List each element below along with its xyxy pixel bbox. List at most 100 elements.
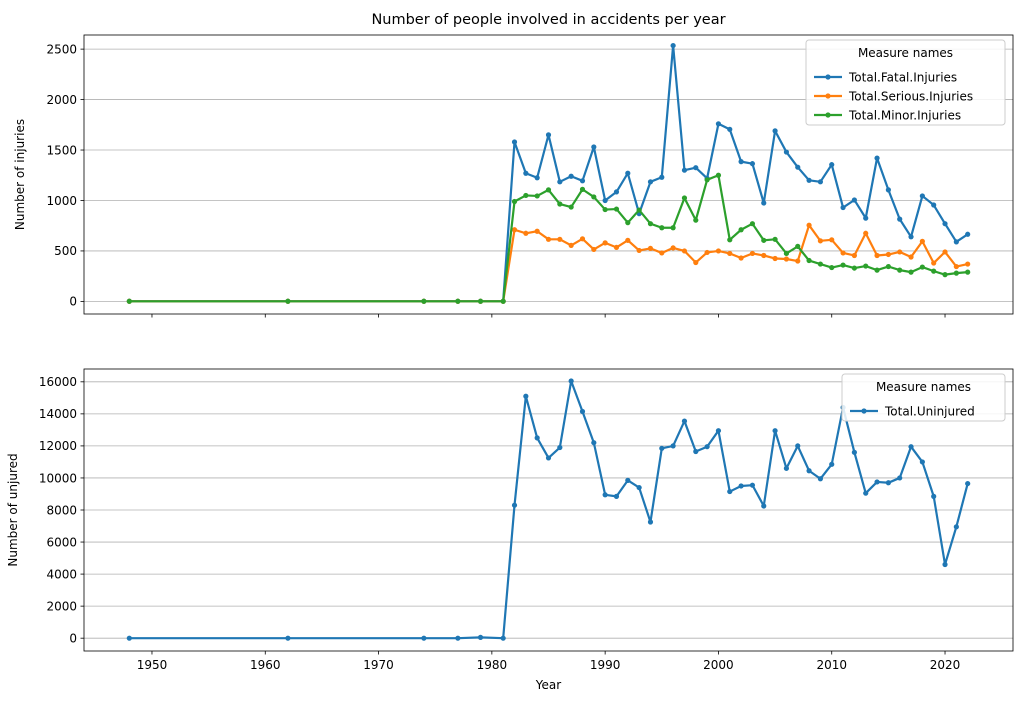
panel-1-point-total-minor-injuries	[659, 225, 665, 231]
panel-1-ytick-label: 1500	[46, 143, 77, 157]
panel-1-point-total-serious-injuries	[942, 249, 948, 255]
panel-1-point-total-minor-injuries	[863, 263, 869, 269]
panel-1-legend-box	[805, 39, 1006, 126]
panel-1-point-total-minor-injuries	[693, 217, 699, 223]
panel-2-point-total-uninjured	[568, 378, 574, 384]
panel-1-point-total-serious-injuries	[795, 258, 801, 264]
panel-1-point-total-serious-injuries	[602, 240, 608, 246]
panel-1-point-total-serious-injuries	[738, 255, 744, 261]
panel-1-point-total-serious-injuries	[727, 250, 733, 257]
panel-2-point-total-uninjured	[965, 480, 971, 487]
panel-1-point-total-serious-injuries	[625, 237, 631, 243]
panel-2-legend-box	[841, 373, 1006, 422]
panel-1-point-total-minor-injuries	[647, 221, 654, 227]
panel-1-point-total-minor-injuries	[715, 172, 722, 178]
panel-2-point-total-uninjured	[749, 482, 756, 488]
panel-1-point-total-serious-injuries	[806, 222, 812, 228]
panel-1-point-total-minor-injuries	[421, 298, 427, 304]
panel-1-point-total-fatal-injuries	[919, 193, 925, 199]
panel-2-point-total-uninjured	[715, 428, 722, 434]
panel-1-point-total-minor-injuries	[738, 227, 744, 233]
panel-1-point-total-fatal-injuries	[681, 167, 688, 173]
panel-1-point-total-minor-injuries	[749, 221, 756, 227]
panel-1-legend-entry-total-serious-injuries: Total.Serious.Injuries	[848, 89, 973, 103]
panel-2-legend: Measure names Total.Uninjured	[841, 373, 1006, 422]
panel-1-point-total-serious-injuries	[681, 248, 688, 254]
panel-1-point-total-serious-injuries	[851, 252, 857, 259]
panel-1-point-total-serious-injuries	[659, 250, 665, 256]
panel-1-point-total-fatal-injuries	[885, 187, 891, 193]
panel-1-point-total-fatal-injuries	[534, 175, 540, 181]
panel-1-point-total-minor-injuries	[829, 264, 835, 271]
panel-1-legend-marker-total-fatal-injuries	[825, 74, 831, 80]
panel-1-point-total-serious-injuries	[534, 228, 540, 234]
panel-2-point-total-uninjured	[863, 490, 869, 496]
panel-1-point-total-serious-injuries	[557, 236, 563, 242]
panel-2-point-total-uninjured	[874, 479, 880, 485]
panel-1-point-total-fatal-injuries	[953, 239, 959, 245]
panel-1-point-total-serious-injuries	[568, 242, 574, 248]
panel-1-ytick-label: 2000	[46, 93, 77, 107]
panel-1-point-total-fatal-injuries	[840, 204, 846, 211]
panel-1-point-total-fatal-injuries	[579, 178, 586, 184]
panel-1-point-total-minor-injuries	[817, 261, 824, 267]
panel-1-point-total-serious-injuries	[840, 250, 846, 256]
panel-2-legend-entry-total-uninjured: Total.Uninjured	[884, 404, 975, 418]
panel-2-point-total-uninjured	[897, 475, 903, 481]
panel-2-xtick-label: 2020	[930, 658, 961, 672]
panel-1-title: Number of people involved in accidents p…	[371, 12, 725, 28]
panel-1-legend: Measure names Total.Fatal.Injuries Total.S…	[805, 39, 1006, 126]
panel-1-point-total-minor-injuries	[931, 268, 937, 274]
panel-2-point-total-uninjured	[783, 465, 790, 471]
panel-1-point-total-minor-injuries	[919, 264, 925, 270]
panel-1-point-total-serious-injuries	[749, 250, 756, 257]
panel-2-xtick-label: 1970	[363, 658, 394, 672]
panel-1-point-total-serious-injuries	[863, 230, 869, 236]
panel-2-ytick-label: 4000	[46, 567, 77, 581]
panel-2-xlabel: Year	[535, 678, 561, 692]
panel-1-ytick-label: 0	[69, 295, 77, 309]
panel-1-point-total-minor-injuries	[965, 269, 971, 275]
panel-2-point-total-uninjured	[908, 444, 914, 450]
panel-1-point-total-minor-injuries	[727, 237, 733, 243]
panel-1-point-total-fatal-injuries	[897, 216, 903, 222]
panel-1-ytick-label: 1000	[46, 194, 77, 208]
panel-1-point-total-serious-injuries	[636, 247, 642, 254]
panel-1-point-total-fatal-injuries	[693, 165, 699, 171]
panel-1-point-total-fatal-injuries	[727, 126, 733, 132]
panel-1-point-total-fatal-injuries	[715, 121, 722, 127]
panel-2-ytick-label: 6000	[46, 535, 77, 549]
panel-1-point-total-fatal-injuries	[795, 164, 801, 170]
panel-1-point-total-fatal-injuries	[931, 202, 937, 208]
panel-2-ytick-label: 14000	[39, 407, 77, 421]
panel-1-point-total-minor-injuries	[874, 267, 880, 273]
panel-1-point-total-minor-injuries	[942, 272, 948, 278]
panel-1-point-total-minor-injuries	[840, 262, 846, 268]
panel-2-ytick-label: 16000	[39, 375, 77, 389]
panel-1-point-total-fatal-injuries	[829, 162, 835, 168]
panel-2-point-total-uninjured	[579, 408, 586, 415]
panel-1-point-total-fatal-injuries	[613, 189, 620, 195]
panel-2-point-total-uninjured	[829, 461, 835, 467]
panel-1-point-total-minor-injuries	[613, 206, 620, 212]
panel-1-legend-marker-total-minor-injuries	[825, 112, 831, 118]
panel-1-point-total-serious-injuries	[704, 249, 710, 256]
panel-2-point-total-uninjured	[738, 483, 744, 489]
panel-1-point-total-fatal-injuries	[670, 42, 676, 49]
panel-1-legend-entry-total-minor-injuries: Total.Minor.Injuries	[848, 108, 961, 122]
panel-1-point-total-serious-injuries	[817, 238, 824, 244]
panel-2-point-total-uninjured	[557, 444, 563, 451]
panel-2-point-total-uninjured	[953, 524, 959, 530]
panel-1-point-total-minor-injuries	[534, 193, 540, 199]
panel-1-point-total-fatal-injuries	[557, 179, 563, 185]
panel-1-point-total-serious-injuries	[772, 255, 778, 262]
panel-2-point-total-uninjured	[500, 635, 506, 641]
panel-2-point-total-uninjured	[591, 440, 597, 446]
panel-1-point-total-fatal-injuries	[806, 177, 812, 183]
panel-2-point-total-uninjured	[704, 444, 710, 450]
panel-1-ytick-label: 500	[54, 244, 77, 258]
panel-1-axes-frame	[83, 34, 1014, 315]
panel-1-point-total-fatal-injuries	[874, 155, 880, 161]
